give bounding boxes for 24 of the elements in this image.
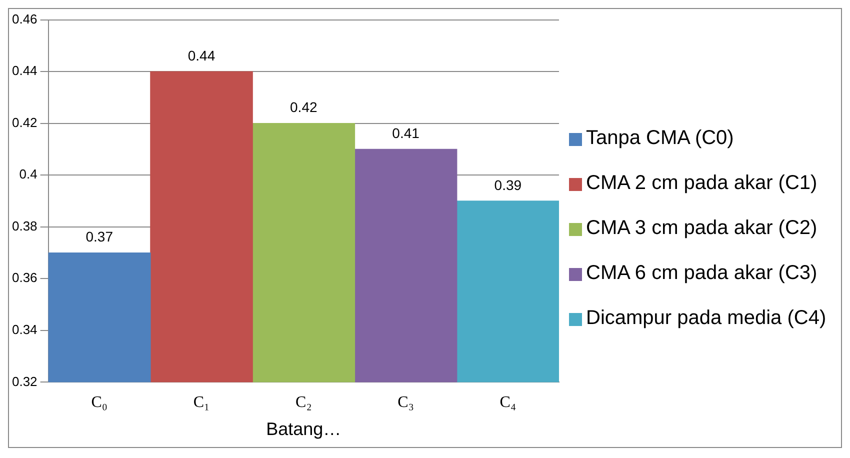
y-tick-label: 0.34: [12, 322, 38, 338]
y-tick-label: 0.46: [12, 11, 38, 26]
legend-label: Dicampur pada media (C4): [586, 306, 826, 330]
y-tick-label: 0.38: [12, 218, 38, 234]
y-tick-label: 0.42: [12, 114, 38, 130]
x-tick-label: C₂: [296, 394, 312, 412]
y-tick-label: 0.4: [19, 166, 38, 182]
x-tick-label: C₃: [398, 394, 414, 412]
y-tick-label: 0.32: [12, 374, 38, 389]
x-tick-label: C₀: [91, 394, 108, 412]
legend-label: CMA 2 cm pada akar (C1): [586, 172, 818, 194]
data-label: 0.39: [494, 176, 522, 193]
legend-label: CMA 6 cm pada akar (C3): [586, 262, 818, 284]
legend-label: Tanpa CMA (C0): [586, 126, 734, 150]
x-axis-title: Batang…: [266, 419, 342, 440]
x-tick-label: C₁: [193, 394, 210, 412]
data-label: 0.42: [290, 99, 318, 116]
legend-label: CMA 3 cm pada akar (C2): [586, 216, 818, 240]
y-tick-label: 0.36: [12, 270, 38, 286]
x-tick-label: C₄: [500, 394, 516, 412]
data-label: 0.37: [86, 228, 114, 245]
y-tick-label: 0.44: [12, 63, 38, 78]
data-label: 0.41: [392, 125, 420, 142]
data-label: 0.44: [188, 47, 216, 64]
